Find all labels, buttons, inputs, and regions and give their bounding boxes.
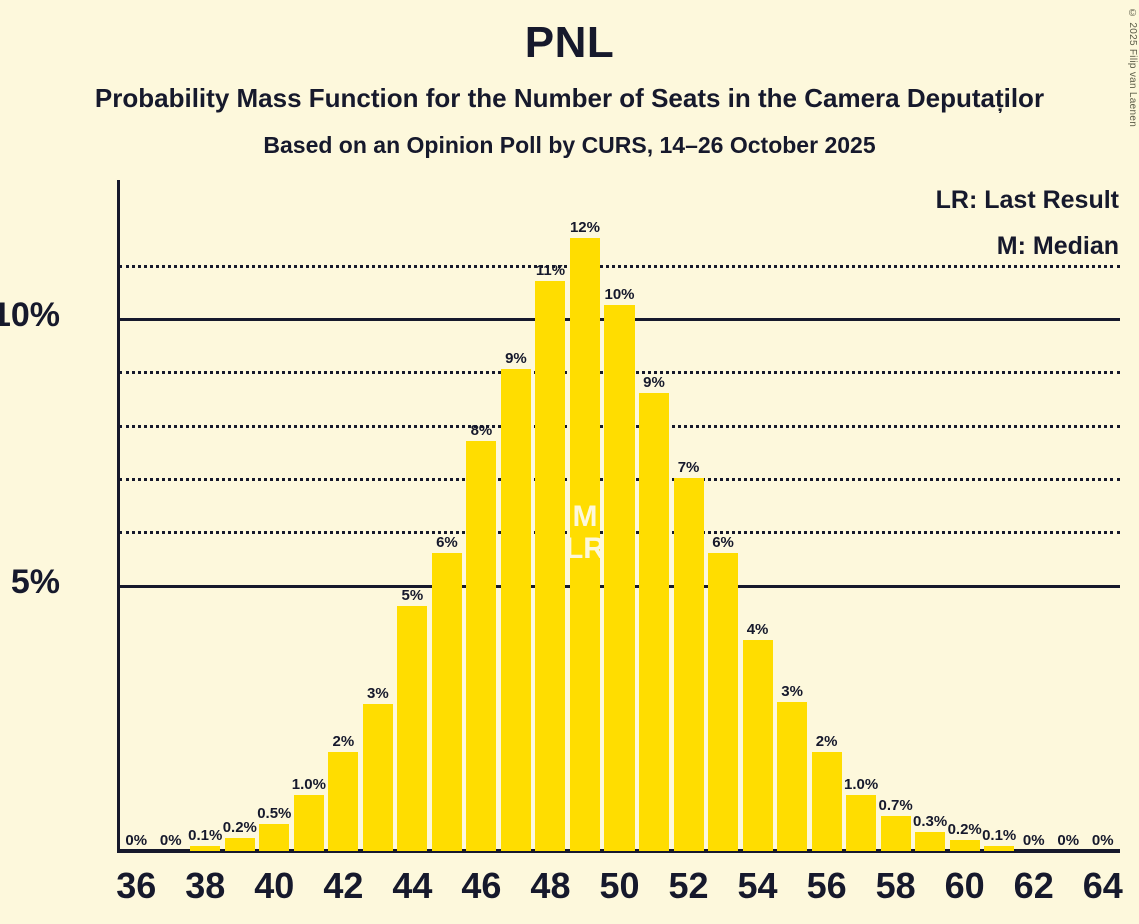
bar-value-label-seat-46: 8% <box>470 421 493 439</box>
bar-seat-45 <box>431 552 462 851</box>
bar-value-label-seat-40: 0.5% <box>257 805 292 823</box>
bar-seat-50 <box>604 304 635 851</box>
x-tick-label-36: 36 <box>116 865 157 906</box>
bar-seat-57 <box>846 795 877 851</box>
gridline-11pct <box>119 264 1120 268</box>
page-title: PNL <box>524 18 615 67</box>
bar-seat-42 <box>328 752 359 851</box>
y-axis-line <box>117 180 120 853</box>
x-tick-label-52: 52 <box>668 865 709 906</box>
bar-value-label-seat-52: 7% <box>677 458 700 476</box>
bar-seat-53 <box>708 552 739 851</box>
bar-seat-58 <box>880 816 911 851</box>
plot-area: 0% 0% 0.1% 0.2% 0.5% 1.0% 2% 3% 5% 6% 8% 9% 11% 12% M L… <box>119 180 1120 851</box>
y-tick-label-5pct: 5% <box>10 562 60 601</box>
bar-seat-49 <box>569 238 600 851</box>
bar-seat-46 <box>466 440 497 851</box>
bar-value-label-seat-63: 0% <box>1057 832 1080 849</box>
legend-median: M: Median <box>996 232 1119 260</box>
x-tick-label-40: 40 <box>254 865 295 906</box>
x-tick-label-38: 38 <box>185 865 226 906</box>
bar-value-label-seat-38: 0.1% <box>188 826 223 844</box>
bar-value-label-seat-60: 0.2% <box>947 821 982 839</box>
chart-header: PNL Probability Mass Function for the Nu… <box>0 0 1139 157</box>
bar-seat-39 <box>224 837 255 851</box>
x-tick-label-46: 46 <box>461 865 502 906</box>
bar-seat-54 <box>742 640 773 851</box>
bar-value-label-seat-58: 0.7% <box>878 797 913 815</box>
bar-value-label-seat-44: 5% <box>401 586 424 604</box>
bar-seat-41 <box>293 795 324 851</box>
x-tick-label-42: 42 <box>323 865 364 906</box>
x-tick-label-64: 64 <box>1082 865 1123 906</box>
bar-seat-44 <box>397 605 428 851</box>
bar-value-label-seat-50: 10% <box>604 285 635 303</box>
x-tick-label-44: 44 <box>392 865 433 906</box>
bar-seat-40 <box>259 824 290 851</box>
x-tick-label-62: 62 <box>1013 865 1054 906</box>
bar-value-label-seat-43: 3% <box>367 685 389 703</box>
x-tick-label-48: 48 <box>530 865 571 906</box>
bar-value-label-seat-59: 0.3% <box>913 813 948 831</box>
bar-seat-59 <box>915 832 946 851</box>
x-axis-line <box>117 849 1120 853</box>
bar-value-label-seat-64: 0% <box>1091 832 1114 849</box>
median-last-result-marker: M LR <box>545 501 625 564</box>
copyright-notice: © 2025 Filip van Laenen <box>1127 8 1138 128</box>
bar-value-label-seat-48: 11% <box>535 261 566 279</box>
chart-source-note: Based on an Opinion Poll by CURS, 14–26 … <box>263 132 876 158</box>
median-marker-label: M <box>572 500 598 533</box>
bar-seat-47 <box>500 368 531 851</box>
bar-value-label-seat-47: 9% <box>505 349 527 367</box>
bar-seat-56 <box>811 752 842 851</box>
last-result-marker-label: LR <box>564 531 605 565</box>
bar-value-label-seat-49: 12% <box>569 219 600 237</box>
bar-value-label-seat-62: 0% <box>1022 832 1045 849</box>
bar-seat-51 <box>639 392 670 851</box>
bar-value-label-seat-42: 2% <box>332 733 355 751</box>
bar-value-label-seat-39: 0.2% <box>222 818 257 836</box>
bar-value-label-seat-57: 1.0% <box>844 776 879 794</box>
bar-value-label-seat-45: 6% <box>436 533 458 551</box>
bar-seat-43 <box>362 704 393 851</box>
x-tick-label-60: 60 <box>944 865 985 906</box>
bar-value-label-seat-53: 6% <box>712 533 734 551</box>
bar-seat-60 <box>949 840 980 851</box>
bar-value-label-seat-37: 0% <box>159 832 182 849</box>
bar-value-label-seat-54: 4% <box>746 621 769 639</box>
chart-subtitle: Probability Mass Function for the Number… <box>94 83 1045 113</box>
bar-seat-52 <box>673 477 704 851</box>
x-tick-label-56: 56 <box>806 865 847 906</box>
bar-value-label-seat-36: 0% <box>125 832 148 849</box>
x-tick-label-58: 58 <box>875 865 916 906</box>
bar-value-label-seat-51: 9% <box>643 373 665 391</box>
bar-seat-38 <box>190 845 221 851</box>
x-tick-label-54: 54 <box>737 865 778 906</box>
bar-value-label-seat-61: 0.1% <box>982 826 1017 844</box>
bar-seat-48 <box>535 280 566 851</box>
bar-seat-55 <box>777 701 808 851</box>
bar-seat-61 <box>984 845 1015 851</box>
legend-last-result: LR: Last Result <box>935 186 1119 214</box>
bar-value-label-seat-55: 3% <box>781 682 803 700</box>
bar-value-label-seat-41: 1.0% <box>291 776 326 794</box>
bar-value-label-seat-56: 2% <box>815 733 838 751</box>
x-tick-label-50: 50 <box>599 865 640 906</box>
y-tick-label-10pct: 10% <box>0 296 60 334</box>
